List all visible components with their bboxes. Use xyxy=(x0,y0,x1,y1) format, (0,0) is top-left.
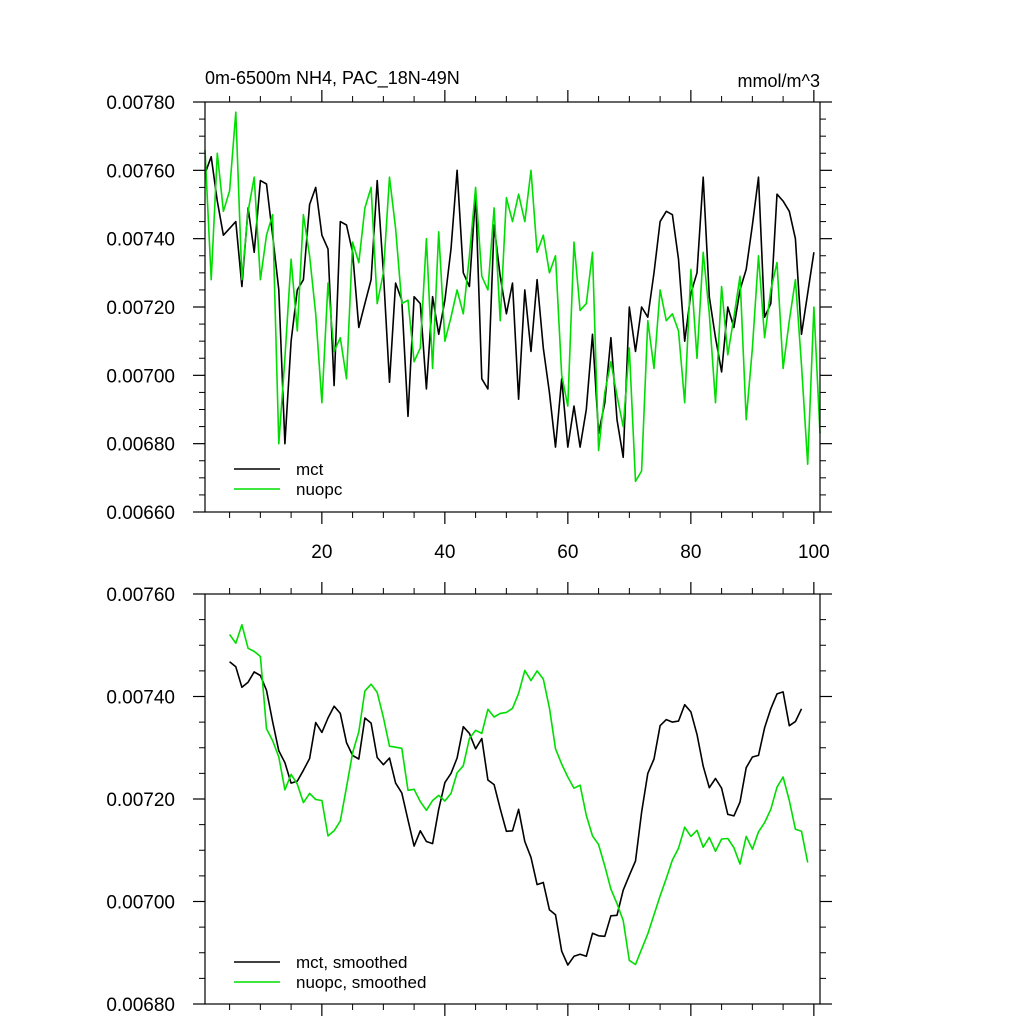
y-tick-label: 0.00780 xyxy=(106,93,175,114)
y-tick-label: 0.00700 xyxy=(106,893,175,914)
y-tick-label: 0.00740 xyxy=(106,688,175,709)
top-x-tick-labels: 20 40 60 80 100 xyxy=(311,542,829,563)
top-series-lines xyxy=(204,111,821,483)
x-tick-label: 40 xyxy=(434,542,455,563)
series-line-nuopc xyxy=(204,111,821,483)
top-chart-title: 0m-6500m NH4, PAC_18N-49N xyxy=(205,68,460,89)
top-y-tick-labels: 0.00660 0.00680 0.00700 0.00720 0.00740 0.007… xyxy=(106,93,175,524)
y-tick-label: 0.00680 xyxy=(106,995,175,1016)
top-plot-frame xyxy=(204,101,821,513)
legend-label-nuopc: nuopc xyxy=(296,480,343,499)
y-tick-label: 0.00720 xyxy=(106,790,175,811)
series-line-mct xyxy=(204,155,815,459)
x-tick-label: 100 xyxy=(798,542,830,563)
y-tick-label: 0.00760 xyxy=(106,585,175,606)
legend-label-mct: mct xyxy=(296,460,324,479)
y-tick-label: 0.00740 xyxy=(106,230,175,251)
legend-label-mct-smoothed: mct, smoothed xyxy=(296,953,408,972)
top-axes-ticks xyxy=(193,90,832,524)
x-tick-label: 60 xyxy=(557,542,578,563)
top-legend: mct nuopc xyxy=(234,460,343,499)
bottom-axes-ticks xyxy=(193,582,832,1016)
legend-label-nuopc-smoothed: nuopc, smoothed xyxy=(296,973,426,992)
bottom-plot-frame xyxy=(204,593,821,1005)
series-line-nuopc-smoothed xyxy=(228,623,809,966)
y-tick-label: 0.00720 xyxy=(106,298,175,319)
y-tick-label: 0.00760 xyxy=(106,161,175,182)
top-plot-panel: 0m-6500m NH4, PAC_18N-49N mmol/m^3 0.006… xyxy=(106,68,832,563)
top-chart-units: mmol/m^3 xyxy=(738,71,820,91)
y-tick-label: 0.00660 xyxy=(106,503,175,524)
bottom-legend: mct, smoothed nuopc, smoothed xyxy=(234,953,426,992)
x-tick-label: 20 xyxy=(311,542,332,563)
bottom-y-tick-labels: 0.00680 0.00700 0.00720 0.00740 0.00760 xyxy=(106,585,175,1016)
series-line-mct-smoothed xyxy=(229,661,803,966)
x-tick-label: 80 xyxy=(680,542,701,563)
y-tick-label: 0.00680 xyxy=(106,435,175,456)
bottom-plot-panel: 0.00680 0.00700 0.00720 0.00740 0.00760 mct,… xyxy=(106,582,832,1016)
bottom-series-lines xyxy=(228,623,809,966)
y-tick-label: 0.00700 xyxy=(106,366,175,387)
